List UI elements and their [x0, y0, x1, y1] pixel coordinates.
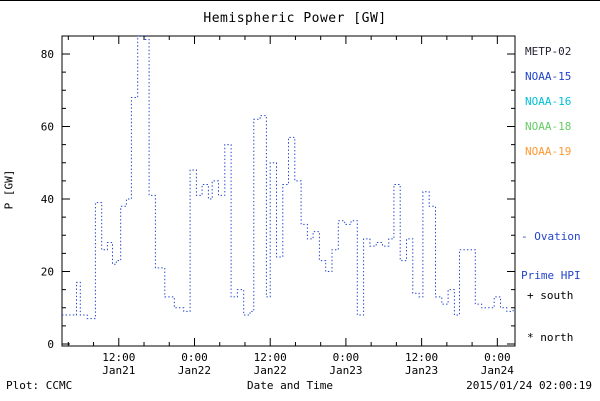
x-tick-label: 0:00: [181, 351, 208, 364]
y-tick-label: 80: [41, 48, 54, 61]
y-axis-label: P [GW]: [2, 169, 16, 210]
x-tick-label: Jan21: [102, 364, 135, 377]
y-tick-label: 40: [41, 193, 54, 206]
x-tick-label: 12:00: [405, 351, 438, 364]
x-tick-label: Jan23: [405, 364, 438, 377]
plot-source-label: Plot: CCMC: [6, 379, 73, 392]
north-marker-legend: * north: [527, 331, 574, 344]
ovation-legend: - Ovation Prime HPI: [521, 204, 581, 308]
ovation-legend-line2: Prime HPI: [521, 269, 581, 282]
plot-timestamp: 2015/01/24 02:00:19: [466, 379, 592, 392]
legend-item-noaa-15: NOAA-15: [525, 70, 572, 83]
x-axis-label: Date and Time: [246, 379, 334, 392]
legend-item-noaa-19: NOAA-19: [525, 145, 572, 158]
x-tick-label: Jan22: [254, 364, 287, 377]
legend-item-noaa-16: NOAA-16: [525, 95, 572, 108]
y-tick-label: 60: [41, 121, 54, 134]
x-tick-label: 12:00: [254, 351, 287, 364]
axis-box: [61, 35, 516, 347]
x-tick-label: 0:00: [484, 351, 511, 364]
legend-item-metp-02: METP-02: [525, 45, 572, 58]
ovation-legend-line1: - Ovation: [521, 230, 581, 243]
hpi-step-line: [62, 35, 514, 320]
x-tick-label: 12:00: [102, 351, 135, 364]
y-tick-label: 0: [47, 338, 54, 351]
satellite-legend: METP-02 NOAA-15 NOAA-16 NOAA-18 NOAA-19: [525, 39, 571, 164]
x-tick-label: Jan22: [178, 364, 211, 377]
x-tick-label: Jan24: [481, 364, 514, 377]
x-tick-label: 0:00: [333, 351, 360, 364]
x-tick-label: Jan23: [329, 364, 362, 377]
y-tick-label: 20: [41, 266, 54, 279]
chart-title: Hemispheric Power [GW]: [203, 11, 387, 26]
legend-item-noaa-18: NOAA-18: [525, 120, 572, 133]
south-marker-legend: + south: [527, 289, 574, 302]
